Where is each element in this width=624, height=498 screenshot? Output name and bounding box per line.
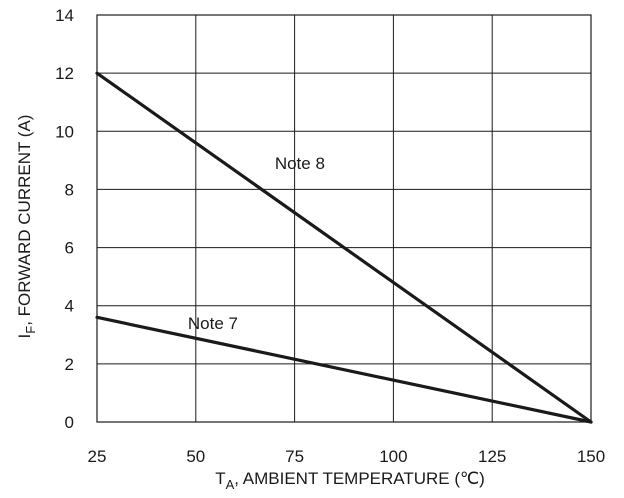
y-axis-title: IF, FORWARD CURRENT (A) (15, 115, 38, 339)
y-tick-label: 4 (65, 297, 74, 316)
y-tick-label: 2 (65, 355, 74, 374)
x-axis-title: TA, AMBIENT TEMPERATURE (℃) (215, 469, 485, 492)
x-tick-labels: 25 50 75 100 125 150 (88, 447, 606, 466)
y-tick-labels: 0 2 4 6 8 10 12 14 (55, 6, 74, 432)
x-tick-label: 125 (478, 447, 506, 466)
series-label: Note 7 (188, 314, 238, 333)
x-tick-label: 25 (88, 447, 107, 466)
y-tick-label: 8 (65, 180, 74, 199)
series-lines (95, 71, 593, 424)
x-tick-label: 150 (577, 447, 605, 466)
y-tick-label: 14 (55, 6, 74, 25)
y-tick-label: 12 (55, 64, 74, 83)
series-annotations: Note 8 Note 7 (188, 154, 325, 333)
x-tick-label: 50 (186, 447, 205, 466)
y-tick-label: 10 (55, 122, 74, 141)
series-line-1 (95, 71, 593, 424)
x-tick-label: 75 (285, 447, 304, 466)
series-line-2 (95, 315, 593, 424)
x-tick-label: 100 (379, 447, 407, 466)
series-label: Note 8 (275, 154, 325, 173)
plot-frame (96, 14, 592, 423)
grid (96, 14, 592, 423)
y-tick-label: 0 (65, 413, 74, 432)
y-tick-label: 6 (65, 239, 74, 258)
